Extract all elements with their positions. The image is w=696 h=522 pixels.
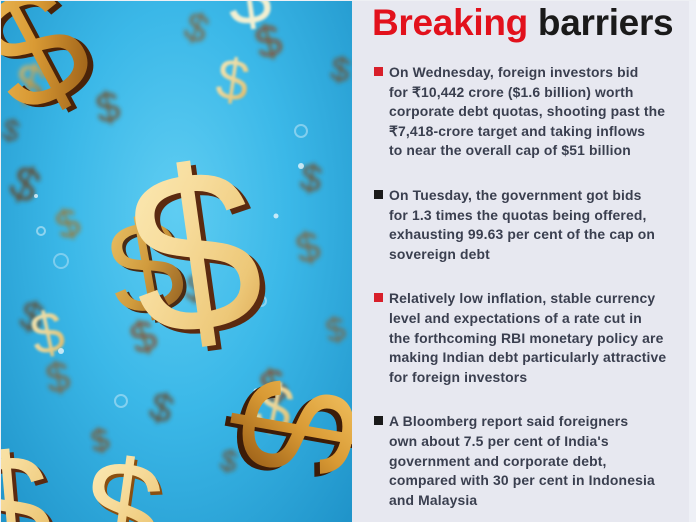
svg-text:$: $ xyxy=(1,155,48,214)
svg-text:$: $ xyxy=(25,298,70,368)
svg-text:$: $ xyxy=(178,4,214,53)
svg-text:$: $ xyxy=(144,384,179,433)
svg-text:$: $ xyxy=(221,1,276,43)
svg-text:$: $ xyxy=(322,310,348,351)
svg-text:$: $ xyxy=(50,200,86,249)
svg-text:$: $ xyxy=(328,50,352,91)
svg-text:$: $ xyxy=(292,222,325,273)
svg-text:$: $ xyxy=(212,46,253,115)
svg-text:$: $ xyxy=(73,427,172,522)
